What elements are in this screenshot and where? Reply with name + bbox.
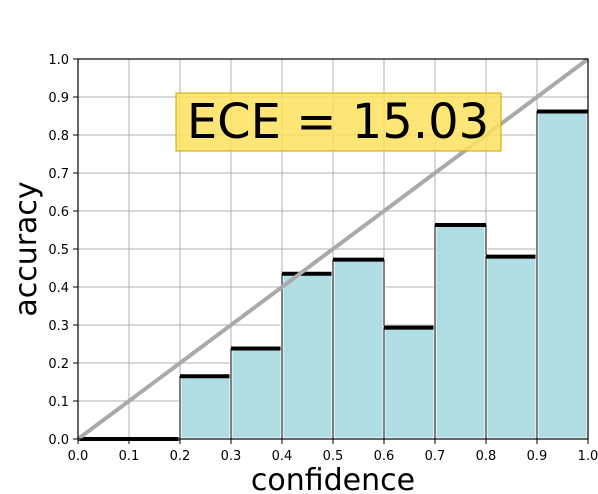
y-tick-label-6: 0.6	[48, 205, 69, 220]
y-tick-label-5: 0.5	[48, 243, 69, 258]
annotation-layer: ECE = 15.03	[175, 92, 502, 152]
bar-3	[229, 347, 284, 441]
bar-4	[280, 272, 335, 441]
ticks-layer: 0.0 0.1 0.2 0.3 0.4 0.5 0.6 0.7 0.8 0.9 1.0 0.0 0.1 0…	[48, 53, 598, 464]
x-tick-label-10: 1.0	[578, 449, 598, 464]
x-tick-label-1: 0.1	[119, 449, 140, 464]
reference-line-layer	[76, 57, 590, 441]
x-tick-label-8: 0.8	[476, 449, 497, 464]
y-tick-label-9: 0.9	[48, 91, 69, 106]
x-tick-label-6: 0.6	[374, 449, 395, 464]
y-tick-label-2: 0.2	[48, 357, 69, 372]
x-tick-label-0: 0.0	[68, 449, 89, 464]
y-tick-label-1: 0.1	[48, 395, 69, 410]
bar-9	[535, 109, 590, 441]
y-tick-label-8: 0.8	[48, 129, 69, 144]
perfect-calibration-line	[76, 57, 590, 441]
ece-annotation-text: ECE = 15.03	[187, 94, 489, 150]
y-tick-label-4: 0.4	[48, 281, 69, 296]
x-tick-label-9: 0.9	[527, 449, 548, 464]
bar-6	[382, 326, 437, 441]
x-tick-label-3: 0.3	[221, 449, 242, 464]
x-tick-label-5: 0.5	[323, 449, 344, 464]
x-axis-label: confidence	[251, 463, 415, 494]
bar-7	[433, 223, 488, 441]
y-tick-label-3: 0.3	[48, 319, 69, 334]
x-tick-label-7: 0.7	[425, 449, 446, 464]
x-tick-label-2: 0.2	[170, 449, 191, 464]
y-tick-label-10: 1.0	[48, 53, 69, 68]
y-tick-label-7: 0.7	[48, 167, 69, 182]
x-tick-label-4: 0.4	[272, 449, 293, 464]
y-tick-label-0: 0.0	[48, 433, 69, 448]
bar-8	[484, 255, 539, 441]
bar-5	[331, 258, 386, 441]
y-axis-label: accuracy	[9, 181, 44, 316]
ece-annotation-box	[175, 92, 502, 152]
bar-2	[178, 374, 233, 441]
